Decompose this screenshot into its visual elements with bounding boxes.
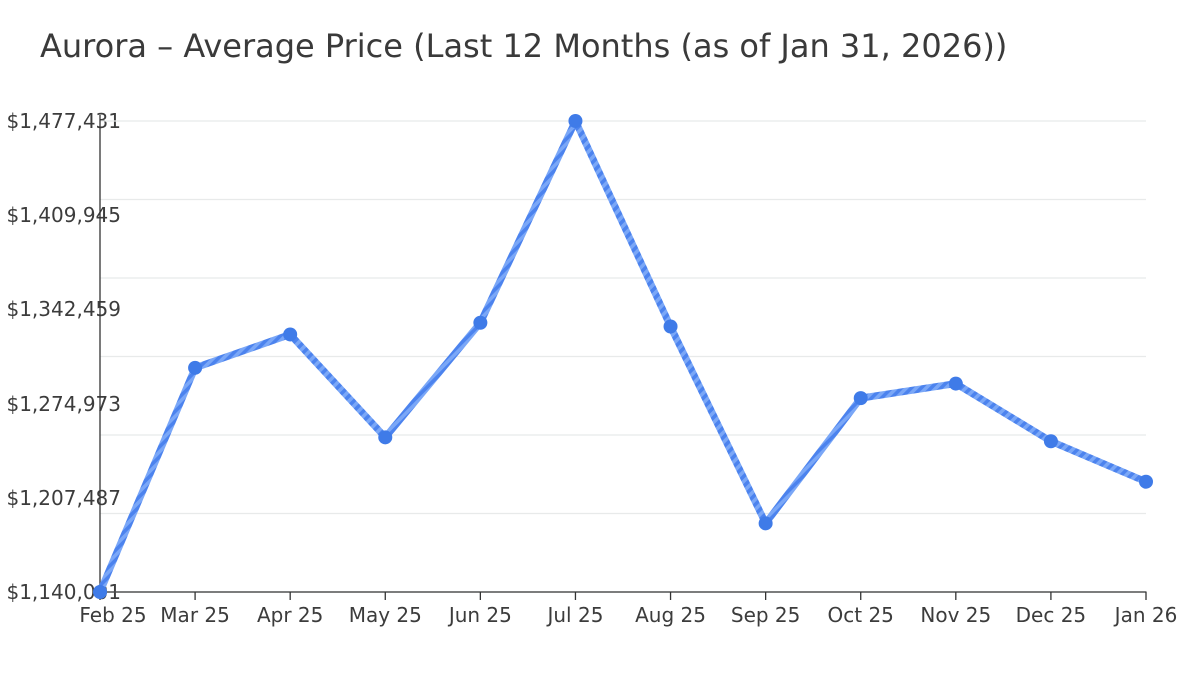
- x-axis-tick-label: Jul 25: [547, 603, 604, 627]
- x-axis-tick-label: Dec 25: [1015, 603, 1087, 627]
- x-axis-tick-label: Aug 25: [635, 603, 706, 627]
- y-axis-tick-label: $1,207,487: [6, 485, 121, 510]
- price-trend-line: [96, 117, 1150, 596]
- x-axis-tick-label: Nov 25: [920, 603, 992, 627]
- data-point-marker: [283, 327, 298, 342]
- data-point-marker: [663, 319, 678, 334]
- data-point-marker: [473, 315, 488, 330]
- data-point-marker: [948, 376, 963, 391]
- data-point-marker: [1139, 474, 1153, 489]
- x-axis-tick-label: Oct 25: [827, 603, 894, 627]
- x-axis-tick-label: Apr 25: [256, 603, 324, 627]
- x-axis-tick-label: Sep 25: [730, 603, 801, 627]
- data-point-marker: [853, 391, 868, 406]
- data-point-marker: [93, 585, 107, 599]
- data-point-marker: [758, 516, 773, 531]
- x-axis-tick-label: Jun 25: [448, 603, 512, 627]
- chart-title: Aurora – Average Price (Last 12 Months (…: [40, 27, 1008, 65]
- y-axis-tick-label: $1,274,973: [6, 391, 121, 416]
- y-axis-tick-label: $1,342,459: [6, 297, 121, 322]
- x-axis-tick-label: May 25: [348, 603, 422, 627]
- x-axis-tick-label: Jan 26: [1114, 603, 1178, 627]
- x-axis-tick-label: Mar 25: [160, 603, 230, 627]
- data-point-marker: [188, 360, 203, 375]
- y-axis-tick-label: $1,409,945: [6, 203, 121, 228]
- data-point-marker: [378, 430, 393, 445]
- data-point-marker: [1043, 434, 1058, 449]
- x-axis-tick-label: Feb 25: [79, 603, 147, 627]
- data-point-marker: [568, 114, 583, 128]
